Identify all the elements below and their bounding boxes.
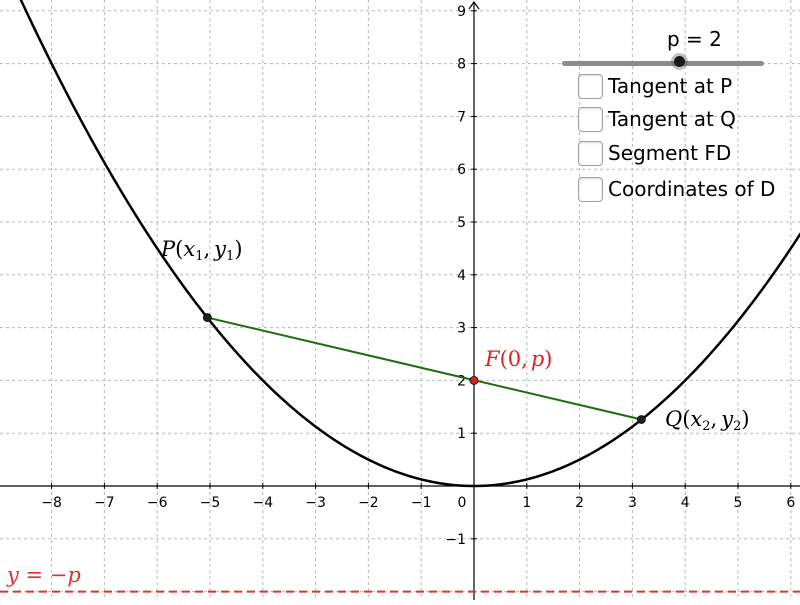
x-tick-label: −5 (200, 495, 221, 511)
x-tick-label: −7 (94, 495, 115, 511)
slider-p-label: p = 2 (667, 27, 722, 51)
x-tick-label: 2 (575, 495, 584, 511)
slider-p-track[interactable] (562, 61, 764, 66)
y-tick-label: 8 (457, 57, 466, 73)
x-tick-label: −3 (305, 495, 326, 511)
x-tick-label: −4 (252, 495, 273, 511)
y-tick-label: 3 (457, 321, 466, 337)
x-tick-label: 0 (458, 495, 467, 511)
checkbox-tangent-at-q[interactable]: Tangent at Q (578, 105, 736, 133)
y-tick-label: 2 (457, 373, 466, 389)
parabola-curve[interactable] (0, 0, 800, 488)
checkbox-box[interactable] (578, 140, 603, 166)
label-directrix: y = −p (6, 563, 81, 587)
x-tick-label: −1 (411, 495, 432, 511)
x-tick-label: 5 (734, 495, 743, 511)
y-tick-label: 6 (457, 162, 466, 178)
point-q[interactable] (636, 415, 646, 424)
tick-labels: −8 −7 −6 −5 −4 −3 −2 −1 0 1 2 3 4 5 6 −1 1 2 3 4 5 6 7 8 9 (41, 4, 795, 548)
point-p[interactable] (202, 313, 212, 322)
x-tick-label: 3 (628, 495, 637, 511)
checkbox-box[interactable] (578, 106, 603, 132)
label-point-p: P(x1, y1) (160, 237, 243, 264)
checkbox-tangent-at-p[interactable]: Tangent at P (578, 72, 732, 100)
checkbox-label[interactable]: Coordinates of D (608, 177, 776, 201)
checkbox-box[interactable] (578, 73, 603, 99)
x-tick-label: 6 (786, 495, 795, 511)
y-tick-label: 9 (457, 4, 466, 20)
x-tick-label: 4 (681, 495, 690, 511)
y-axis-arrow (468, 0, 480, 10)
label-focus-f: F(0, p) (484, 347, 552, 371)
x-tick-label: 1 (522, 495, 531, 511)
y-tick-label: −1 (445, 532, 466, 548)
x-tick-label: −6 (147, 495, 168, 511)
y-tick-label: 7 (457, 109, 466, 125)
label-point-q: Q(x2, y2) (665, 407, 750, 434)
checkbox-label[interactable]: Tangent at Q (608, 107, 736, 131)
focal-chord-segment[interactable] (207, 316, 642, 421)
x-tick-label: −2 (358, 495, 379, 511)
y-tick-label: 4 (457, 268, 466, 284)
checkbox-box[interactable] (578, 176, 603, 202)
y-tick-label: 1 (457, 426, 466, 442)
slider-p-handle[interactable] (674, 56, 685, 67)
checkbox-label[interactable]: Segment FD (608, 141, 732, 165)
checkbox-segment-fd[interactable]: Segment FD (578, 139, 731, 167)
checkbox-label[interactable]: Tangent at P (608, 74, 733, 98)
x-tick-label: −8 (41, 495, 62, 511)
checkbox-coordinates-of-d[interactable]: Coordinates of D (578, 175, 775, 203)
focus-point-f[interactable] (469, 375, 479, 385)
y-tick-label: 5 (457, 215, 466, 231)
